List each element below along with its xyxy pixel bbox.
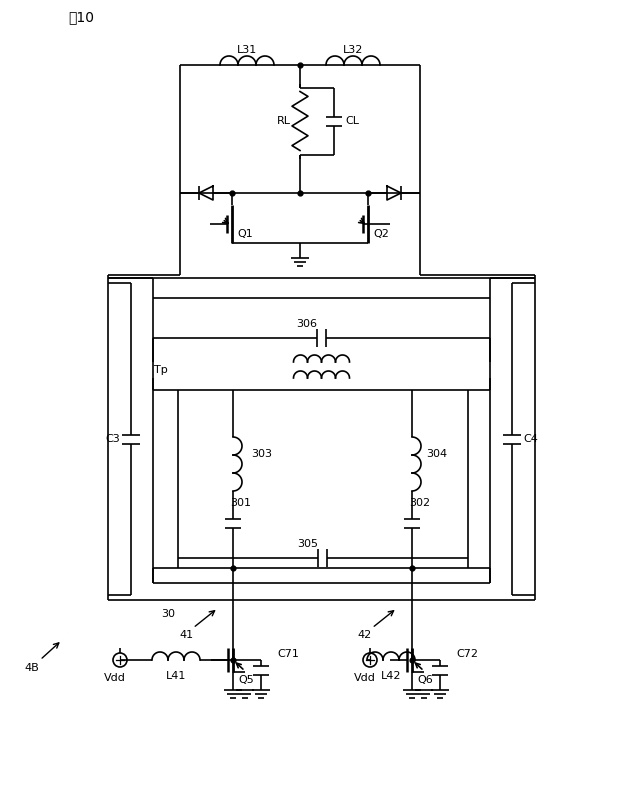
Text: Tp: Tp xyxy=(154,365,168,375)
Text: L32: L32 xyxy=(343,45,363,55)
Text: CL: CL xyxy=(345,116,359,126)
Text: 302: 302 xyxy=(409,498,430,508)
Text: C71: C71 xyxy=(277,649,299,659)
Text: 41: 41 xyxy=(179,630,193,640)
Text: C4: C4 xyxy=(523,434,538,444)
Text: 4B: 4B xyxy=(24,663,40,673)
Text: 303: 303 xyxy=(251,449,272,459)
Text: 42: 42 xyxy=(358,630,372,640)
Text: RL: RL xyxy=(277,116,291,126)
Text: Q1: Q1 xyxy=(237,229,253,239)
Text: 306: 306 xyxy=(296,319,317,329)
Text: 305: 305 xyxy=(298,539,319,549)
Text: Q5: Q5 xyxy=(238,675,253,685)
Text: L42: L42 xyxy=(381,671,401,681)
Text: C72: C72 xyxy=(456,649,478,659)
Text: 30: 30 xyxy=(161,609,175,619)
Text: L41: L41 xyxy=(166,671,186,681)
Text: 図10: 図10 xyxy=(68,10,94,24)
Text: Vdd: Vdd xyxy=(354,673,376,683)
Text: Q6: Q6 xyxy=(417,675,433,685)
Text: 301: 301 xyxy=(230,498,251,508)
Text: L31: L31 xyxy=(237,45,257,55)
Text: Q2: Q2 xyxy=(373,229,389,239)
Text: 304: 304 xyxy=(426,449,447,459)
Text: Vdd: Vdd xyxy=(104,673,126,683)
Text: C3: C3 xyxy=(105,434,120,444)
